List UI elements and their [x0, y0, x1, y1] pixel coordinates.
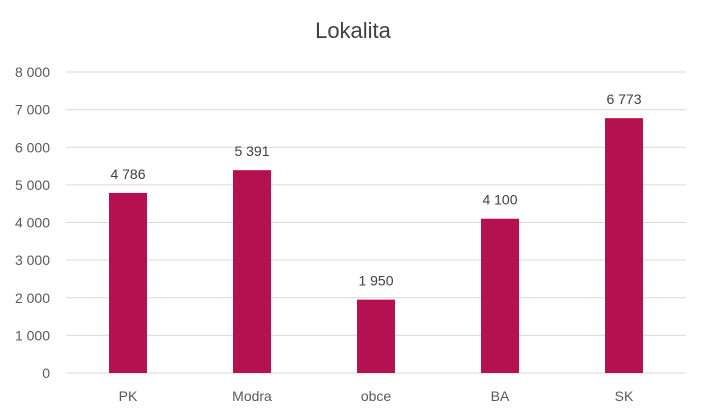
data-label: 1 950	[358, 273, 393, 289]
y-tick-label: 8 000	[15, 64, 50, 80]
chart-title: Lokalita	[315, 18, 391, 43]
x-tick-label: obce	[361, 388, 392, 404]
data-label: 4 100	[482, 192, 517, 208]
y-tick-label: 0	[42, 365, 50, 381]
data-labels: 4 786 5 391 1 950 4 100 6 773	[110, 91, 641, 288]
bar	[481, 218, 519, 373]
x-tick-label: SK	[615, 388, 634, 404]
x-tick-label: PK	[119, 388, 138, 404]
bar	[233, 170, 271, 373]
y-axis-tick-labels: 0 1 000 2 000 3 000 4 000 5 000 6 000 7 000 8 00…	[15, 64, 50, 381]
data-label: 6 773	[606, 91, 641, 107]
y-tick-label: 4 000	[15, 215, 50, 231]
x-axis-tick-labels: PK Modra obce BA SK	[119, 388, 634, 404]
bar	[605, 118, 643, 373]
y-tick-label: 2 000	[15, 290, 50, 306]
y-tick-label: 3 000	[15, 252, 50, 268]
x-tick-label: Modra	[232, 388, 272, 404]
y-tick-label: 5 000	[15, 177, 50, 193]
bars	[109, 118, 643, 373]
y-tick-label: 7 000	[15, 102, 50, 118]
data-label: 5 391	[234, 143, 269, 159]
data-label: 4 786	[110, 166, 145, 182]
x-tick-label: BA	[491, 388, 510, 404]
y-tick-label: 1 000	[15, 327, 50, 343]
y-tick-label: 6 000	[15, 139, 50, 155]
bar	[357, 299, 395, 373]
bar	[109, 192, 147, 373]
